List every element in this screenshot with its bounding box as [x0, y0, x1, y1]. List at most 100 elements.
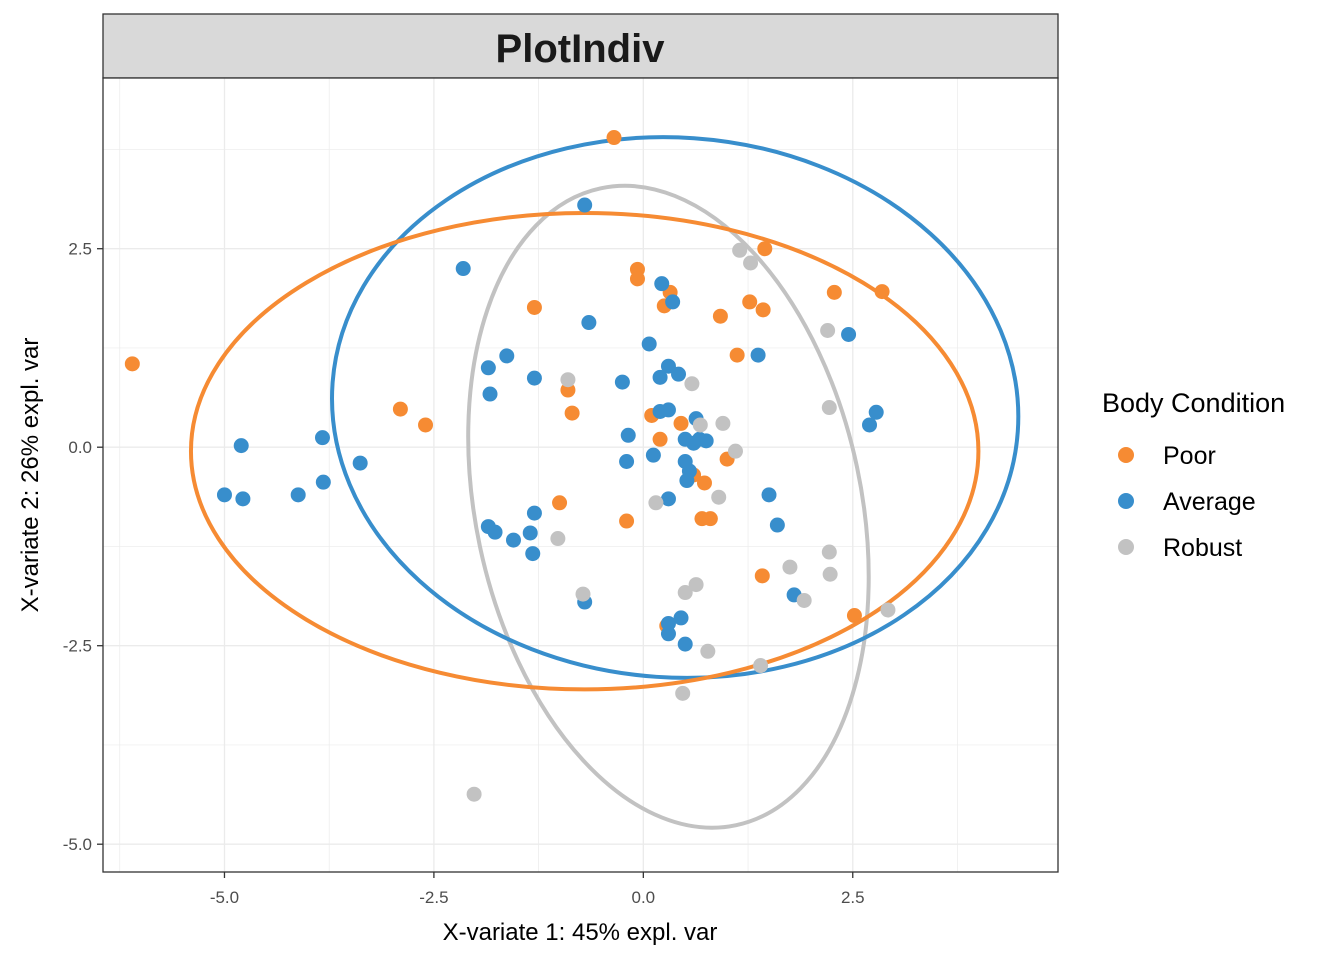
point-average	[314, 430, 330, 446]
confidence-ellipses	[188, 135, 1021, 830]
point-robust	[688, 577, 704, 593]
point-average	[761, 487, 777, 503]
point-poor	[124, 356, 140, 372]
point-average	[652, 369, 668, 385]
point-poor	[754, 568, 770, 584]
point-robust	[880, 602, 896, 618]
point-robust	[727, 443, 743, 459]
point-poor	[629, 271, 645, 287]
legend-title: Body Condition	[1102, 388, 1285, 418]
point-average	[499, 348, 515, 364]
data-points	[124, 130, 896, 802]
legend-key-average	[1118, 493, 1134, 509]
strip-header: PlotIndiv	[102, 13, 1059, 79]
point-poor	[606, 130, 622, 146]
point-average	[235, 491, 251, 507]
point-average	[660, 402, 676, 418]
point-average	[677, 454, 693, 470]
point-average	[660, 491, 676, 507]
point-poor	[564, 405, 580, 421]
legend-key-robust	[1118, 539, 1134, 555]
point-poor	[392, 401, 408, 417]
point-average	[526, 505, 542, 521]
point-average	[581, 315, 597, 331]
point-poor	[673, 415, 689, 431]
point-average	[665, 294, 681, 310]
point-average	[522, 525, 538, 541]
ellipse-average	[330, 135, 1021, 680]
legend-key-poor	[1118, 447, 1134, 463]
point-average	[654, 276, 670, 292]
point-poor	[696, 475, 712, 491]
point-poor	[560, 382, 576, 398]
plot-panel	[102, 77, 1059, 873]
point-average	[525, 546, 541, 562]
point-robust	[711, 489, 727, 505]
point-average	[862, 417, 878, 433]
point-poor	[874, 284, 890, 300]
y-axis: -5.0 -2.5 0.0 2.5	[63, 240, 103, 854]
point-robust	[715, 415, 731, 431]
y-axis-title: X-variate 2: 26% expl. var	[17, 338, 44, 613]
point-robust	[675, 685, 691, 701]
strip-header-background	[102, 13, 1059, 79]
y-tick-label: 2.5	[68, 240, 92, 259]
x-tick-label: 0.0	[632, 888, 656, 907]
point-average	[641, 336, 657, 352]
point-poor	[757, 241, 773, 257]
point-average	[480, 360, 496, 376]
point-poor	[846, 608, 862, 624]
point-average	[698, 433, 714, 449]
point-robust	[575, 586, 591, 602]
chart-title: PlotIndiv	[496, 27, 666, 71]
point-average	[526, 370, 542, 386]
point-average	[645, 447, 661, 463]
point-average	[577, 197, 593, 213]
x-tick-label: -5.0	[210, 888, 239, 907]
point-average	[614, 374, 630, 390]
point-robust	[753, 658, 769, 674]
point-robust	[648, 495, 664, 511]
point-poor	[755, 302, 771, 318]
point-average	[673, 610, 689, 626]
point-robust	[700, 643, 716, 659]
point-poor	[552, 495, 568, 511]
point-average	[660, 358, 676, 374]
point-average	[216, 487, 232, 503]
point-average	[487, 524, 503, 540]
legend: Body Condition Poor Average Robust	[1102, 388, 1285, 562]
point-poor	[742, 294, 758, 310]
point-average	[233, 438, 249, 454]
point-average	[455, 261, 471, 277]
point-average	[315, 474, 331, 490]
point-average	[679, 473, 695, 489]
point-average	[671, 366, 687, 382]
point-robust	[821, 400, 837, 416]
point-average	[660, 615, 676, 631]
point-robust	[743, 255, 759, 271]
point-average	[841, 326, 857, 342]
point-average	[505, 532, 521, 548]
point-average	[290, 487, 306, 503]
point-poor	[652, 431, 668, 447]
point-poor	[826, 284, 842, 300]
point-average	[482, 386, 498, 402]
point-robust	[782, 559, 798, 575]
panel-border	[102, 77, 1059, 873]
point-robust	[796, 592, 812, 608]
y-tick-label: 0.0	[68, 438, 92, 457]
legend-label-robust: Robust	[1163, 534, 1242, 562]
point-average	[868, 404, 884, 420]
point-average	[769, 517, 785, 533]
point-robust	[732, 242, 748, 258]
point-robust	[821, 544, 837, 560]
y-tick-label: -2.5	[63, 637, 92, 656]
point-robust	[822, 566, 838, 582]
point-robust	[820, 322, 836, 338]
y-tick-label: -5.0	[63, 835, 92, 854]
point-robust	[560, 372, 576, 388]
point-robust	[692, 417, 708, 433]
grid-lines	[103, 78, 1058, 872]
point-robust	[684, 376, 700, 392]
